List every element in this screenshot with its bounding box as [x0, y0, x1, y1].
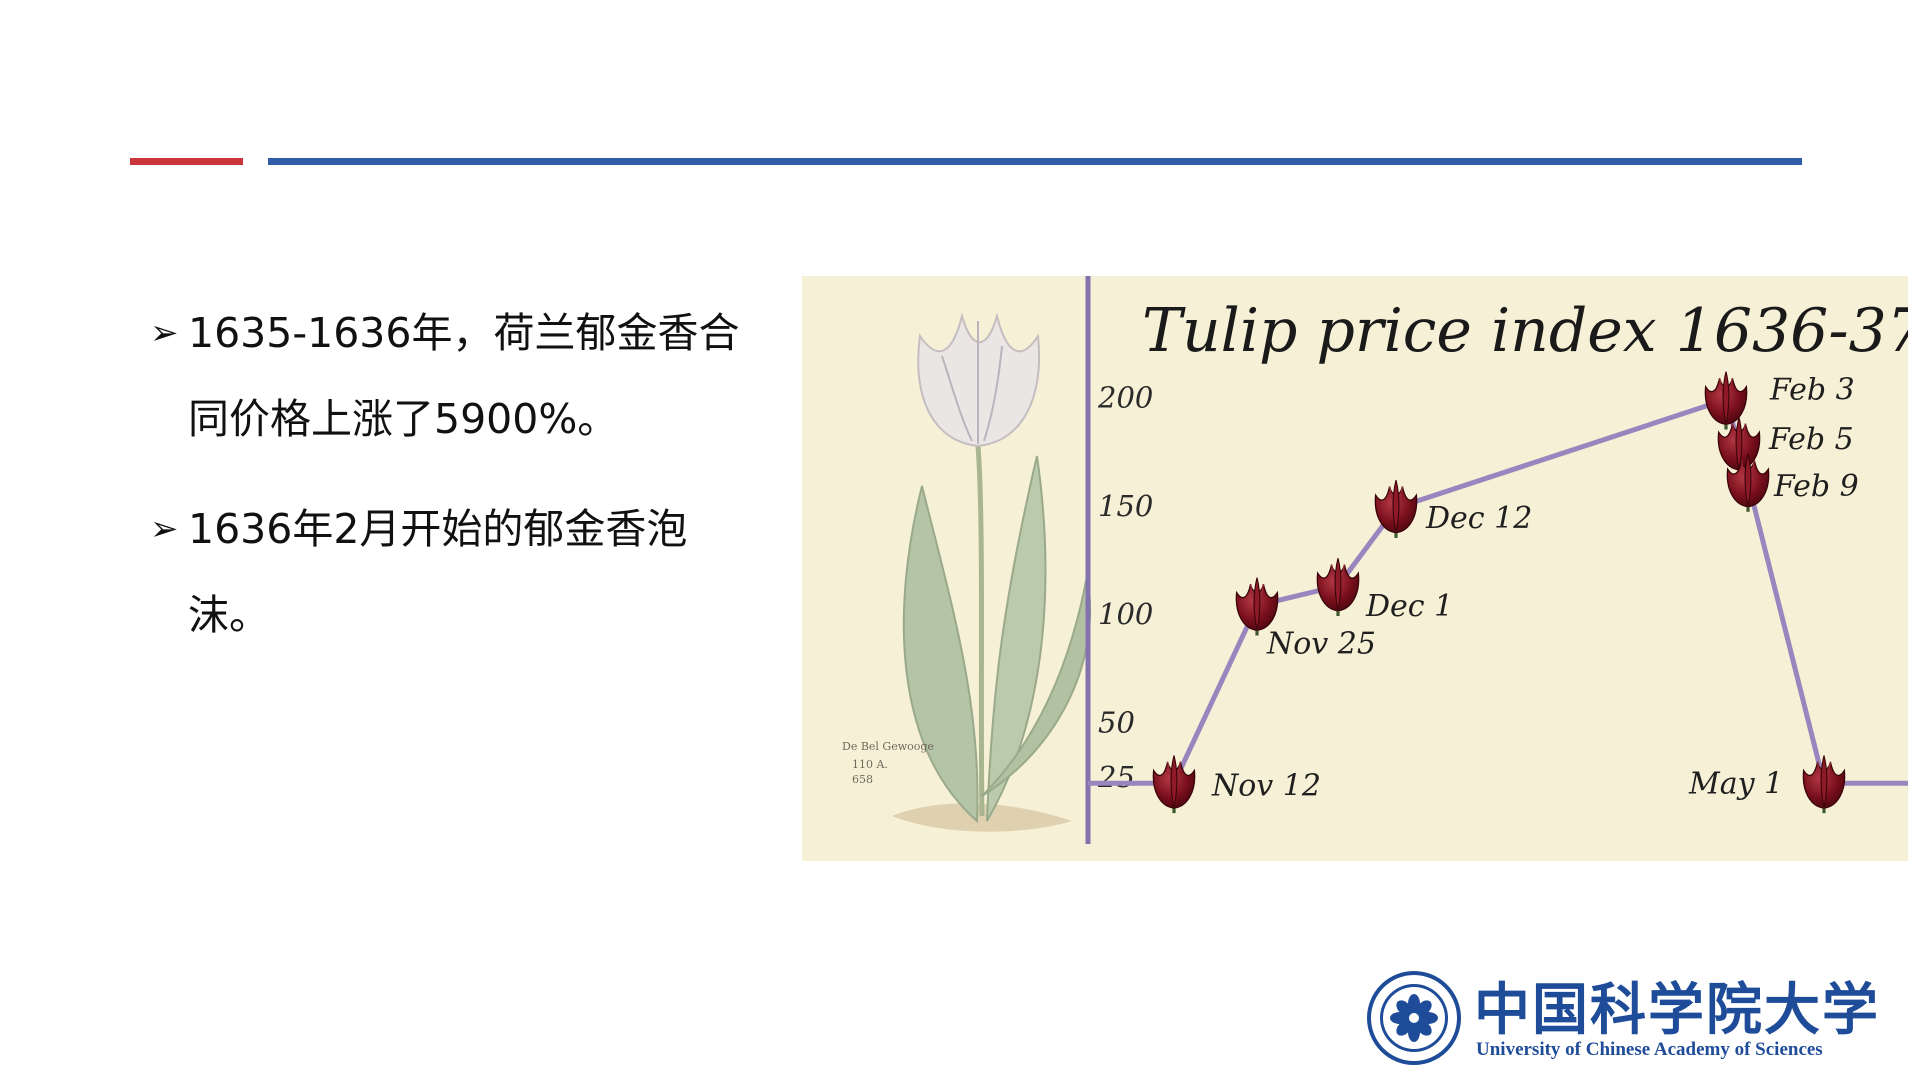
tulip-flower-icon [1151, 753, 1197, 814]
y-tick-label: 25 [1097, 760, 1135, 794]
tulip-flower-icon [1801, 753, 1847, 814]
header-rule-red [130, 158, 243, 165]
y-tick-label: 50 [1098, 706, 1135, 740]
point-label: Dec 1 [1365, 589, 1453, 624]
chart-title: Tulip price index 1636-37 [1142, 296, 1908, 366]
header-rule-blue [268, 158, 1802, 165]
bullet-list: ➢ 1635-1636年，荷兰郁金香合同价格上涨了5900%。 ➢ 1636年2… [150, 290, 750, 682]
arrow-bullet-icon: ➢ [150, 313, 179, 353]
logo-name-en: University of Chinese Academy of Science… [1476, 1039, 1823, 1060]
illustration-tag: De Bel Gewooge 110 A. 658 [842, 740, 934, 786]
point-label: Nov 12 [1211, 768, 1321, 803]
y-axis-ticks: 25 50 100 150 200 [1097, 380, 1153, 793]
tulip-price-figure: De Bel Gewooge 110 A. 658 Tulip price in… [802, 276, 1908, 861]
tulip-flower-icon [1703, 370, 1749, 430]
point-label: Feb 9 [1773, 469, 1859, 504]
illustration-tag-line: De Bel Gewooge [842, 740, 934, 753]
illustration-tag-line: 110 A. [852, 758, 888, 771]
university-logo: 中国科学院大学 University of Chinese Academy of… [1366, 965, 1878, 1065]
y-tick-label: 100 [1098, 597, 1153, 631]
series-line [1088, 397, 1827, 786]
point-label: Feb 3 [1769, 373, 1855, 408]
point-label: Feb 5 [1768, 422, 1854, 457]
bullet-item: ➢ 1636年2月开始的郁金香泡沫。 [150, 486, 750, 658]
point-label: Dec 12 [1425, 501, 1532, 536]
arrow-bullet-icon: ➢ [150, 509, 179, 549]
y-tick-label: 200 [1097, 380, 1153, 414]
bullet-text: 1635-1636年，荷兰郁金香合同价格上涨了5900%。 [188, 309, 740, 443]
y-tick-label: 150 [1098, 489, 1153, 523]
bullet-item: ➢ 1635-1636年，荷兰郁金香合同价格上涨了5900%。 [150, 290, 750, 462]
cas-seal-icon [1367, 971, 1461, 1065]
point-label: May 1 [1688, 766, 1783, 801]
logo-name-cn: 中国科学院大学 [1474, 977, 1880, 1043]
illustration-tag-line: 658 [852, 773, 873, 786]
figure-canvas: De Bel Gewooge 110 A. 658 Tulip price in… [842, 276, 1908, 844]
point-label: Nov 25 [1266, 627, 1376, 662]
tulip-illustration-icon [892, 312, 1092, 832]
bullet-text: 1636年2月开始的郁金香泡沫。 [188, 505, 688, 639]
